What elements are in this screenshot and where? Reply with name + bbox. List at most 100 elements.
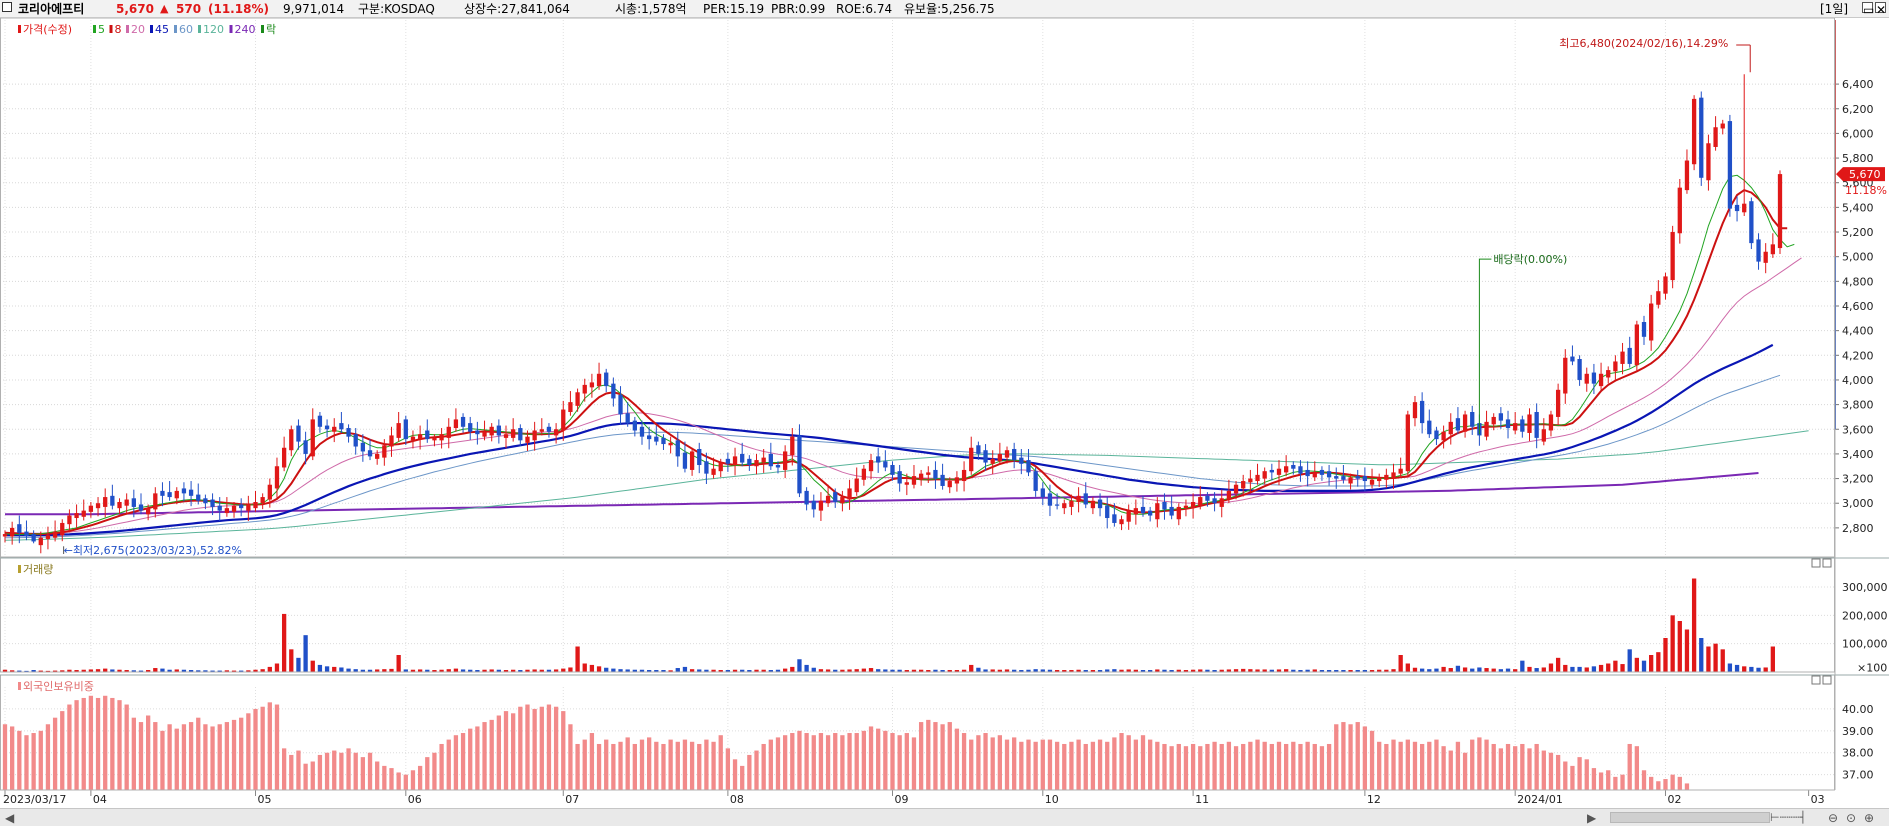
foreign-ratio-bar <box>1620 774 1625 790</box>
foreign-ratio-bar <box>711 741 716 790</box>
volume-bar <box>1412 667 1418 672</box>
volume-bar <box>1276 669 1282 672</box>
volume-bar <box>1742 666 1747 672</box>
volume-bar <box>847 669 852 672</box>
candle-body <box>1691 98 1697 165</box>
candle-body <box>339 423 344 430</box>
volume-bar <box>976 667 981 672</box>
candle-body <box>1391 472 1396 479</box>
chart-area[interactable]: 2,800 3,000 3,200 3,400 3,600 3,800 4,000 4,200… <box>0 18 1889 808</box>
candle-body <box>647 435 652 440</box>
volume-bar <box>1148 670 1153 672</box>
candle-body <box>711 468 716 475</box>
volume-bar <box>740 669 745 672</box>
foreign-ratio-bar <box>518 706 523 790</box>
volume-bar <box>1606 663 1611 672</box>
zoom-slider-icon[interactable]: ⊢┄┄┄┤ <box>1770 811 1807 824</box>
candle-body <box>868 460 874 472</box>
candle-body <box>274 466 280 489</box>
candle-body <box>475 430 480 435</box>
scroll-left-icon[interactable]: ◀ <box>5 811 15 825</box>
foreign-ratio-bar <box>496 715 501 790</box>
scroll-right-icon[interactable]: ▶ <box>1587 811 1597 825</box>
volume-bar <box>775 669 781 672</box>
foreign-ratio-bar <box>539 706 544 790</box>
checkbox-icon[interactable] <box>2 2 12 12</box>
foreign-ratio-bar <box>997 735 1003 790</box>
candle-body <box>1384 474 1389 480</box>
foreign-ratio-bar <box>81 697 86 790</box>
volume-bar <box>782 668 788 672</box>
candle-body <box>1577 358 1582 380</box>
foreign-ratio-bar <box>1105 741 1110 790</box>
price-tick-label: 4,800 <box>1842 275 1874 288</box>
date-tick-label: 12 <box>1367 793 1381 806</box>
foreign-ratio-bar <box>460 733 466 790</box>
close-icon[interactable]: ✕ <box>1875 2 1887 17</box>
candle-body <box>911 476 917 485</box>
candle-body <box>153 493 158 510</box>
volume-bar <box>575 646 580 672</box>
candle-body <box>1348 477 1353 484</box>
restore-icon[interactable]: ▭ <box>1862 2 1875 17</box>
foreign-ratio-bar <box>1570 765 1575 790</box>
candle-body <box>933 469 938 479</box>
legend-label: 60 <box>179 23 193 36</box>
volume-bar <box>1176 669 1181 672</box>
volume-bar <box>1012 669 1017 672</box>
volume-bar <box>1126 669 1131 672</box>
candle-body <box>103 497 108 507</box>
scroll-thumb[interactable] <box>1610 812 1770 823</box>
foreign-ratio-bar <box>625 737 630 790</box>
candle-body <box>1019 457 1024 464</box>
date-tick-label: 11 <box>1195 793 1209 806</box>
foreign-ratio-bar <box>1312 743 1317 790</box>
foreign-ratio-bar <box>1248 741 1253 790</box>
foreign-ratio-bar <box>52 717 58 790</box>
foreign-ratio-bar <box>88 695 94 790</box>
foreign-ratio-bar <box>160 730 165 790</box>
foreign-ratio-bar <box>947 722 952 790</box>
volume-bar <box>675 668 680 672</box>
volume-bar <box>797 659 802 672</box>
candle-body <box>1076 495 1081 502</box>
candle-body <box>31 534 36 542</box>
volume-bar <box>52 670 58 672</box>
candle-body <box>1541 429 1546 442</box>
volume-bar <box>353 669 358 672</box>
legend-label: 45 <box>155 23 169 36</box>
zoom-out-icon[interactable]: ⊖ <box>1828 811 1839 825</box>
candlestick-series <box>2 74 1783 554</box>
volume-bar <box>1620 664 1625 672</box>
foreign-ratio-bar <box>940 724 945 790</box>
candle-body <box>761 457 766 463</box>
candle-body <box>883 461 888 468</box>
zoom-reset-icon[interactable]: ⊙ <box>1846 811 1857 825</box>
foreign-ratio-bar <box>10 726 15 790</box>
candle-body <box>1777 174 1783 249</box>
foreign-ratio-bar <box>1148 739 1153 790</box>
volume-bar <box>468 669 473 672</box>
candle-body <box>1455 418 1461 431</box>
candle-body <box>632 420 637 431</box>
foreign-ratio-bar <box>990 737 995 790</box>
bottom-scrollbar[interactable]: ◀ ▶ ⊢┄┄┄┤ ⊖ ⊙ ⊕ <box>0 808 1889 826</box>
reserve-ratio: 유보율:5,256.75 <box>904 2 995 16</box>
candle-body <box>990 458 995 464</box>
candle-body <box>1419 400 1425 424</box>
volume-bar <box>188 670 194 672</box>
foreign-ratio-bar <box>1047 739 1053 790</box>
chart-background <box>0 18 1889 808</box>
legend-swatch <box>198 25 201 33</box>
foreign-ratio-bar <box>1233 746 1239 790</box>
volume-bar <box>496 669 501 672</box>
volume-bar <box>410 669 416 672</box>
volume-bar <box>45 670 51 672</box>
foreign-ratio-bar <box>1634 746 1640 790</box>
foreign-ratio-bar <box>217 724 222 790</box>
volume-bar <box>1269 669 1274 672</box>
zoom-in-icon[interactable]: ⊕ <box>1864 811 1875 825</box>
volume-bar <box>1462 667 1468 672</box>
volume-bar <box>532 669 537 672</box>
period-button[interactable]: [1일] <box>1820 2 1849 16</box>
